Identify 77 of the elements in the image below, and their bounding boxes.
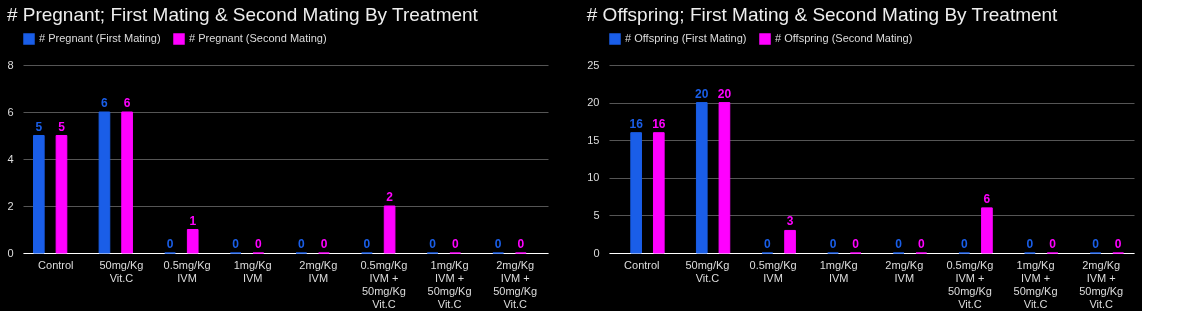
data-label: 0 <box>1026 237 1034 251</box>
y-tick-label: 6 <box>7 105 14 118</box>
data-label: 0 <box>517 237 525 251</box>
data-label: 0 <box>1114 237 1122 251</box>
x-tick-label: 0.5mg/Kg IVM + 50mg/Kg Vit.C <box>360 258 408 310</box>
legend-label: # Pregnant (First Mating) <box>39 32 161 44</box>
bar <box>695 102 708 254</box>
y-tick-label: 4 <box>7 152 14 165</box>
data-label: 5 <box>58 119 66 134</box>
bar <box>383 205 396 254</box>
x-tick-label: 1mg/Kg IVM <box>819 258 858 284</box>
data-label: 20 <box>717 86 732 101</box>
chart-title: # Pregnant; First Mating & Second Mating By Treatment <box>6 4 479 25</box>
x-tick-label: 0.5mg/Kg IVM <box>749 258 797 284</box>
legend-label: # Offspring (First Mating) <box>625 32 747 44</box>
x-tick-label: 50mg/Kg Vit.C <box>685 258 730 284</box>
x-tick-label: 2mg/Kg IVM <box>885 258 924 284</box>
data-label: 1 <box>189 213 197 228</box>
y-tick-label: 8 <box>7 58 14 71</box>
data-label: 0 <box>255 237 263 251</box>
data-label: 0 <box>320 237 328 251</box>
y-tick-label: 10 <box>587 171 600 184</box>
chart-title: # Offspring; First Mating & Second Mating By Treatment <box>586 4 1059 25</box>
y-tick-label: 0 <box>7 246 14 259</box>
data-label: 0 <box>1092 237 1100 251</box>
x-tick-label: 0.5mg/Kg IVM <box>163 258 211 284</box>
data-label: 0 <box>232 237 240 251</box>
y-tick-label: 2 <box>7 199 14 212</box>
legend-label: # Pregnant (Second Mating) <box>189 32 327 44</box>
y-tick-label: 15 <box>587 133 600 146</box>
x-tick-label: 2mg/Kg IVM + 50mg/Kg Vit.C <box>493 258 538 310</box>
data-label: 0 <box>451 237 459 251</box>
bar <box>55 135 68 254</box>
x-tick-label: 50mg/Kg Vit.C <box>99 258 144 284</box>
bar <box>630 132 642 254</box>
bar <box>98 111 111 254</box>
data-label: 0 <box>494 237 502 251</box>
x-tick-label: Control <box>624 258 660 271</box>
data-label: 16 <box>652 116 666 131</box>
x-tick-label: 2mg/Kg IVM <box>299 258 338 284</box>
data-label: 0 <box>895 237 903 251</box>
data-label: 0 <box>297 237 305 251</box>
data-label: 0 <box>917 237 925 251</box>
data-label: 0 <box>1049 237 1057 251</box>
data-label: 16 <box>629 116 644 131</box>
bar <box>784 229 796 254</box>
x-tick-label: 0.5mg/Kg IVM + 50mg/Kg Vit.C <box>946 258 994 310</box>
x-tick-label: 1mg/Kg IVM + 50mg/Kg Vit.C <box>427 258 472 310</box>
data-label: 6 <box>101 96 109 110</box>
data-label: 0 <box>166 237 174 251</box>
bar <box>981 207 993 254</box>
data-label: 0 <box>960 237 968 251</box>
y-tick-label: 25 <box>587 58 600 71</box>
data-label: 20 <box>695 86 709 101</box>
bar <box>186 229 199 254</box>
bar <box>718 102 731 254</box>
data-label: 2 <box>386 190 394 204</box>
x-tick-label: 1mg/Kg IVM <box>233 258 272 284</box>
y-tick-label: 5 <box>593 208 600 221</box>
x-tick-label: 1mg/Kg IVM + 50mg/Kg Vit.C <box>1013 258 1058 310</box>
data-label: 0 <box>363 237 371 251</box>
legend-label: # Offspring (Second Mating) <box>775 32 913 44</box>
data-label: 0 <box>764 237 772 251</box>
data-label: 6 <box>123 96 131 110</box>
bar <box>121 111 133 254</box>
y-tick-label: 20 <box>587 96 600 109</box>
data-label: 5 <box>35 119 43 134</box>
y-tick-label: 0 <box>593 246 600 259</box>
x-tick-label: Control <box>38 258 74 271</box>
bar <box>652 132 665 254</box>
data-label: 0 <box>429 237 437 251</box>
bar <box>33 135 45 254</box>
data-label: 6 <box>983 191 991 206</box>
data-label: 3 <box>786 214 794 229</box>
x-tick-label: 2mg/Kg IVM + 50mg/Kg Vit.C <box>1079 258 1124 310</box>
data-label: 0 <box>829 237 837 251</box>
data-label: 0 <box>852 237 860 251</box>
